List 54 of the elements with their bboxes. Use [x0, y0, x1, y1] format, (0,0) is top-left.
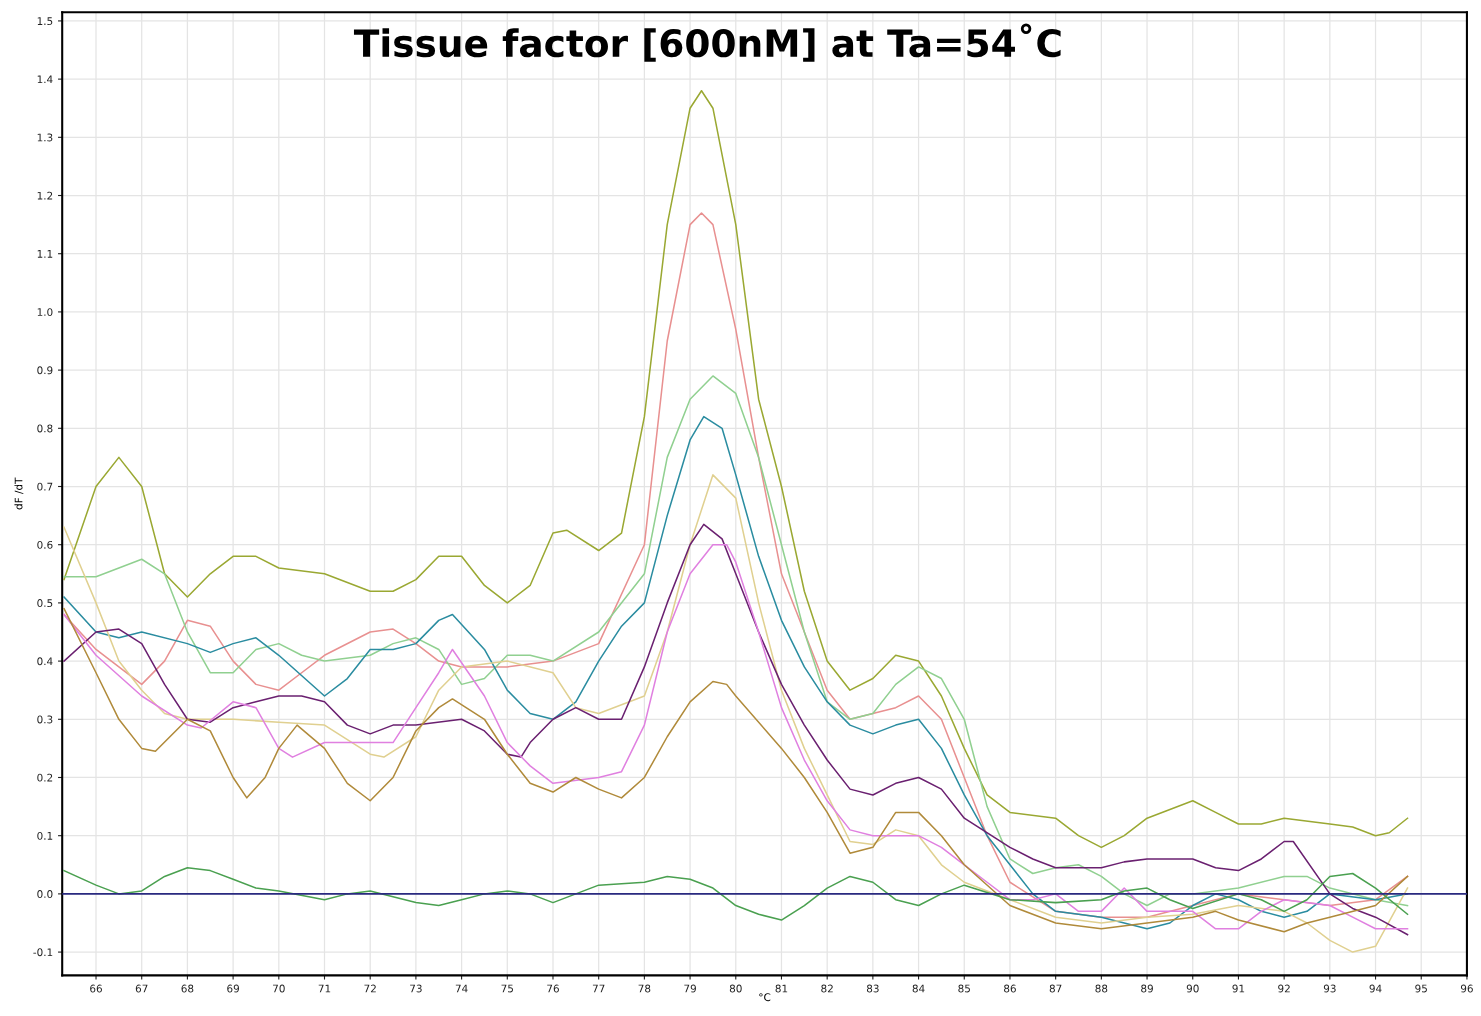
line-series — [63, 866, 1409, 921]
y-tick-label: -0.1 — [33, 948, 53, 957]
x-tick-label: 92 — [1278, 984, 1290, 993]
x-tick-label: 80 — [729, 984, 742, 993]
x-tick-label: 71 — [318, 984, 331, 993]
y-tick-label: 0.9 — [37, 366, 53, 375]
line-series — [63, 89, 1409, 849]
x-tick-label: 94 — [1369, 984, 1382, 993]
y-tick-label: 1.3 — [37, 133, 53, 142]
y-tick-label: 0.3 — [37, 715, 53, 724]
x-tick-label: 84 — [912, 984, 925, 993]
x-tick-label: 86 — [1004, 984, 1016, 993]
y-tick-label: 0.4 — [37, 657, 53, 666]
x-tick-label: 68 — [181, 984, 194, 993]
x-tick-label: 85 — [958, 984, 970, 993]
x-tick-label: 67 — [135, 984, 148, 993]
x-tick-label: 76 — [547, 984, 559, 993]
y-tick-label: 0.1 — [37, 831, 53, 840]
x-tick-label: 89 — [1141, 984, 1153, 993]
y-tick-label: 0.6 — [37, 540, 53, 549]
x-tick-label: 82 — [821, 984, 833, 993]
y-tick-label: 1.4 — [37, 75, 53, 84]
x-tick-label: 96 — [1460, 984, 1473, 993]
x-tick-label: 75 — [501, 984, 514, 993]
chart-title: Tissue factor [600nM] at Ta=54˚C — [353, 23, 1061, 62]
y-tick-label: 0.7 — [37, 482, 53, 491]
y-axis-title: dF /dT — [14, 477, 24, 510]
x-tick-label: 95 — [1415, 984, 1427, 993]
y-tick-label: 1.1 — [37, 250, 53, 258]
x-tick-label: 83 — [866, 984, 879, 993]
x-tick-label: 72 — [364, 984, 376, 993]
x-tick-label: 88 — [1095, 984, 1108, 993]
x-tick-label: 69 — [227, 984, 239, 993]
y-tick-label: 0.2 — [37, 773, 53, 782]
y-tick-label: 1.2 — [37, 191, 53, 200]
x-tick-label: 87 — [1049, 984, 1062, 993]
line-series — [63, 607, 1409, 933]
x-tick-label: 66 — [90, 984, 102, 993]
x-tick-label: 90 — [1186, 984, 1199, 993]
y-tick-label: 0.0 — [37, 890, 53, 898]
x-tick-label: 79 — [684, 984, 696, 993]
x-tick-label: 91 — [1232, 984, 1245, 993]
x-axis-title: °C — [759, 993, 771, 1002]
x-tick-label: 73 — [410, 984, 422, 993]
y-tick-label: 1.0 — [37, 308, 53, 317]
x-tick-label: 70 — [273, 984, 285, 993]
x-tick-label: 77 — [592, 984, 605, 993]
x-tick-label: 81 — [775, 984, 788, 993]
y-tick-label: 0.5 — [37, 599, 53, 607]
x-tick-label: 78 — [638, 984, 651, 993]
x-tick-label: 93 — [1323, 984, 1336, 993]
x-tick-label: 74 — [455, 984, 468, 993]
y-tick-label: 1.5 — [37, 17, 53, 26]
y-tick-label: 0.8 — [37, 424, 53, 433]
